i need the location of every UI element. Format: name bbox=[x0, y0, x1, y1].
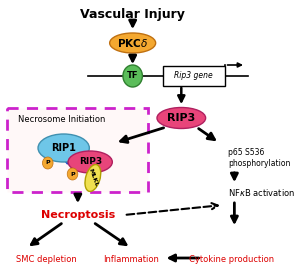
Text: Necroptosis: Necroptosis bbox=[41, 210, 115, 220]
Ellipse shape bbox=[85, 165, 101, 191]
Ellipse shape bbox=[67, 168, 78, 180]
Text: PKC$\delta$: PKC$\delta$ bbox=[117, 37, 148, 49]
Ellipse shape bbox=[38, 134, 89, 162]
Text: RIP3: RIP3 bbox=[79, 158, 102, 166]
Text: Rip3 gene: Rip3 gene bbox=[174, 72, 213, 80]
Text: MLKL: MLKL bbox=[87, 168, 98, 188]
Text: RIP3: RIP3 bbox=[167, 113, 195, 123]
Text: P: P bbox=[70, 172, 75, 177]
Text: Vascular Injury: Vascular Injury bbox=[80, 8, 185, 21]
Text: p65 S536
phosphorylation: p65 S536 phosphorylation bbox=[228, 148, 291, 168]
Text: P: P bbox=[45, 161, 50, 166]
Ellipse shape bbox=[123, 65, 142, 87]
FancyBboxPatch shape bbox=[163, 66, 225, 86]
Text: RIP1: RIP1 bbox=[51, 143, 76, 153]
Text: Necrosome Initiation: Necrosome Initiation bbox=[18, 115, 105, 124]
Text: Inflammation: Inflammation bbox=[103, 255, 159, 265]
Ellipse shape bbox=[157, 107, 206, 128]
Text: NF$\kappa$B activation: NF$\kappa$B activation bbox=[228, 187, 296, 198]
Ellipse shape bbox=[43, 157, 53, 169]
Text: SMC depletion: SMC depletion bbox=[16, 255, 77, 265]
Ellipse shape bbox=[110, 33, 156, 53]
Ellipse shape bbox=[68, 151, 112, 173]
FancyBboxPatch shape bbox=[7, 108, 148, 192]
Text: TF: TF bbox=[127, 72, 138, 80]
Text: Cytokine production: Cytokine production bbox=[189, 255, 274, 265]
